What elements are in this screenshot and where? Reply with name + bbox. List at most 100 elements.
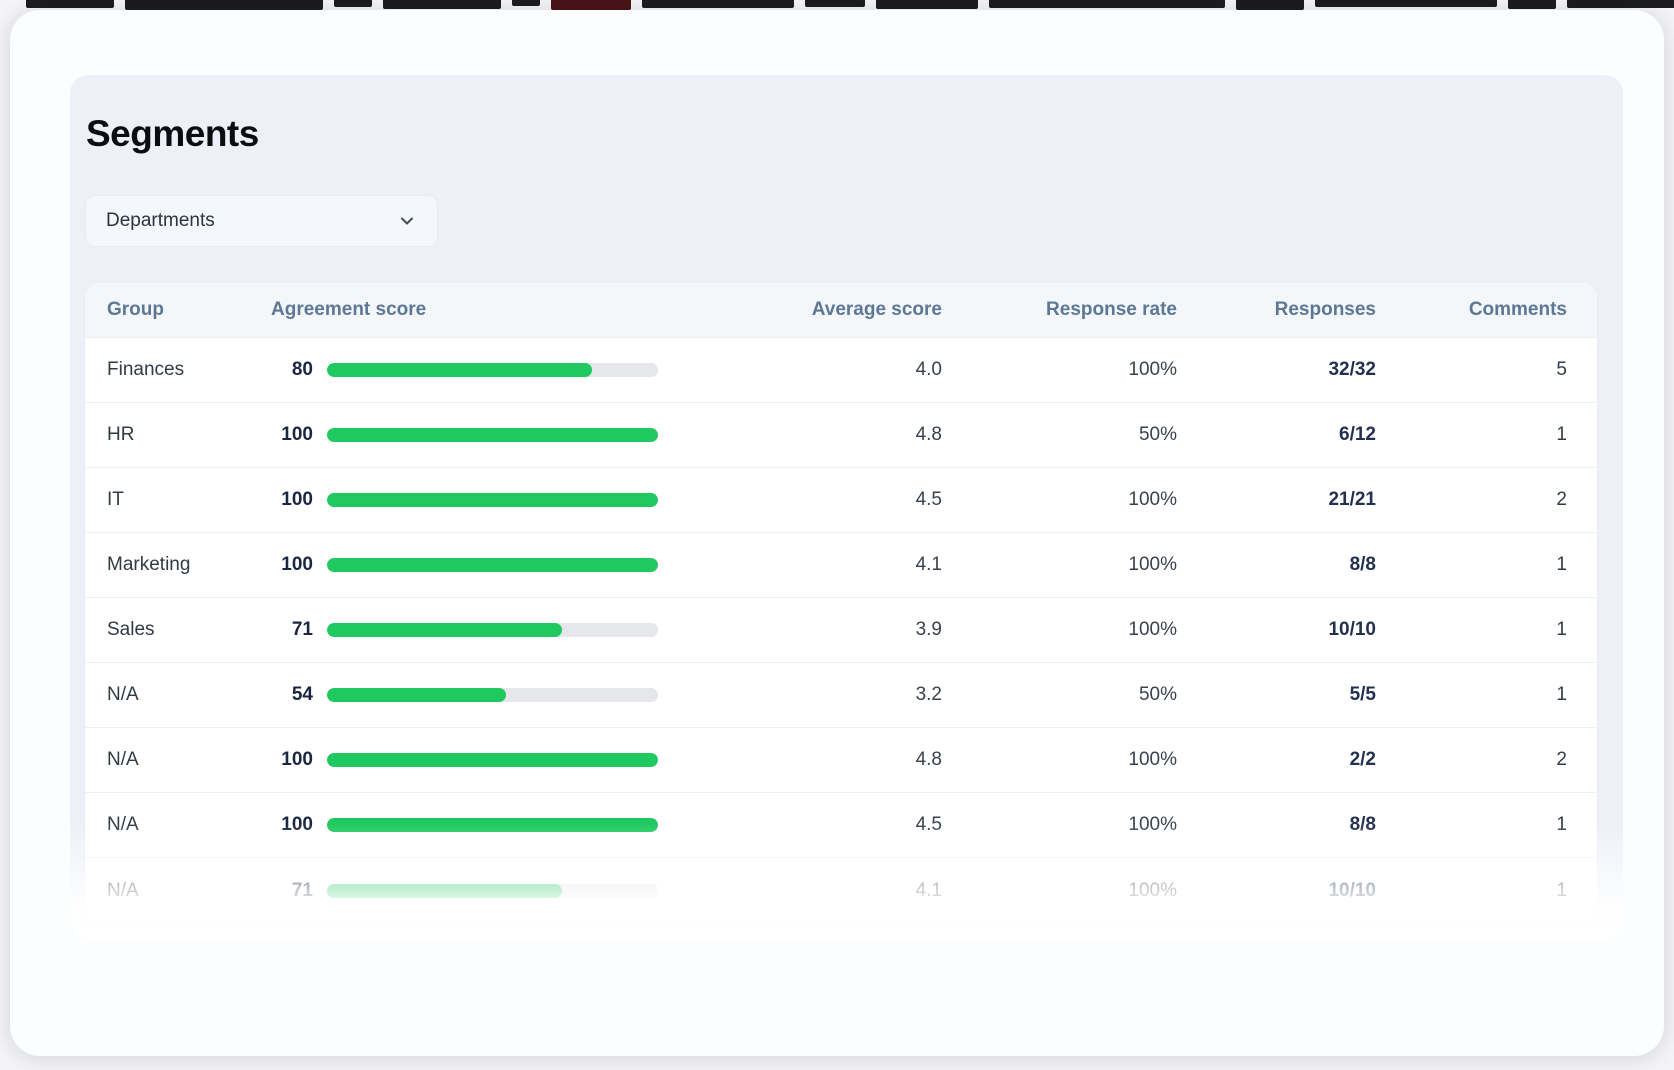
table-row[interactable]: HR 100 4.8 50% 6/12 1 — [85, 403, 1597, 468]
group-cell: Sales — [107, 619, 155, 640]
average-score-cell: 4.1 — [915, 879, 942, 901]
group-cell: N/A — [107, 879, 139, 901]
responses-cell: 32/32 — [1328, 359, 1376, 380]
agreement-score-bar-track — [327, 818, 658, 832]
responses-cell: 10/10 — [1328, 879, 1376, 901]
comments-cell: 1 — [1556, 814, 1567, 835]
response-rate-cell: 100% — [1128, 359, 1177, 380]
segment-type-dropdown[interactable]: Departments — [85, 195, 438, 247]
agreement-score-bar-fill — [327, 688, 506, 702]
agreement-score-value: 71 — [291, 619, 313, 640]
agreement-score-value: 71 — [291, 879, 313, 901]
responses-cell: 8/8 — [1349, 554, 1376, 575]
group-cell: Finances — [107, 359, 185, 380]
agreement-score-value: 100 — [281, 424, 313, 445]
agreement-score-bar-track — [327, 363, 658, 377]
responses-cell: 6/12 — [1339, 424, 1376, 445]
agreement-score-bar-track — [327, 623, 658, 637]
average-score-cell: 4.1 — [915, 554, 942, 575]
agreement-score-value: 100 — [281, 554, 313, 575]
group-cell: Marketing — [107, 554, 191, 575]
column-header-group: Group — [107, 299, 164, 320]
agreement-score-bar-track — [327, 753, 658, 767]
column-header-agreement-score: Agreement score — [271, 299, 427, 320]
agreement-score-bar-track — [327, 688, 658, 702]
agreement-score-bar — [317, 818, 667, 832]
agreement-score-bar-fill — [327, 558, 658, 572]
average-score-cell: 4.5 — [915, 489, 942, 510]
group-cell: N/A — [107, 814, 139, 835]
agreement-score-bar-track — [327, 558, 658, 572]
agreement-score-bar — [317, 558, 667, 572]
segments-panel: Segments Departments Group Agreement sco… — [70, 75, 1623, 939]
response-rate-cell: 100% — [1128, 749, 1177, 770]
average-score-cell: 4.5 — [915, 814, 942, 835]
average-score-cell: 4.8 — [915, 749, 942, 770]
responses-cell: 10/10 — [1328, 619, 1376, 640]
responses-cell: 5/5 — [1349, 684, 1376, 705]
agreement-score-bar-fill — [327, 493, 658, 507]
column-header-comments: Comments — [1468, 299, 1567, 320]
comments-cell: 1 — [1556, 619, 1567, 640]
response-rate-cell: 100% — [1128, 554, 1177, 575]
table-row[interactable]: Marketing 100 4.1 100% 8/8 1 — [85, 533, 1597, 598]
comments-cell: 2 — [1556, 489, 1567, 510]
average-score-cell: 3.9 — [915, 619, 942, 640]
agreement-score-bar-fill — [327, 883, 562, 898]
response-rate-cell: 50% — [1138, 424, 1177, 445]
segments-table: Group Agreement score Average score Resp… — [85, 283, 1597, 923]
average-score-cell: 4.8 — [915, 424, 942, 445]
response-rate-cell: 100% — [1128, 619, 1177, 640]
agreement-score-bar-fill — [327, 623, 562, 637]
agreement-score-value: 80 — [291, 359, 313, 380]
agreement-score-value: 100 — [281, 489, 313, 510]
agreement-score-bar-track — [327, 883, 658, 898]
app-window: Segments Departments Group Agreement sco… — [10, 10, 1664, 1056]
agreement-score-bar-fill — [327, 428, 658, 442]
agreement-score-bar — [317, 363, 667, 377]
comments-cell: 1 — [1556, 879, 1567, 901]
group-cell: N/A — [107, 749, 139, 770]
agreement-score-value: 54 — [291, 684, 313, 705]
agreement-score-bar — [317, 623, 667, 637]
agreement-score-bar — [317, 688, 667, 702]
agreement-score-bar — [317, 428, 667, 442]
agreement-score-value: 100 — [281, 749, 313, 770]
table-row[interactable]: IT 100 4.5 100% 21/21 2 — [85, 468, 1597, 533]
average-score-cell: 4.0 — [915, 359, 942, 380]
comments-cell: 5 — [1556, 359, 1567, 380]
table-body: Finances 80 4.0 100% 32/32 5 HR 100 4.8 … — [85, 338, 1597, 923]
table-row[interactable]: N/A 100 4.8 100% 2/2 2 — [85, 728, 1597, 793]
agreement-score-bar-fill — [327, 753, 658, 767]
table-row[interactable]: Sales 71 3.9 100% 10/10 1 — [85, 598, 1597, 663]
page-title: Segments — [86, 113, 259, 154]
comments-cell: 1 — [1556, 684, 1567, 705]
agreement-score-bar-fill — [327, 363, 592, 377]
responses-cell: 2/2 — [1349, 749, 1376, 770]
column-header-responses: Responses — [1274, 299, 1376, 320]
chevron-down-icon — [397, 211, 417, 231]
response-rate-cell: 100% — [1128, 879, 1177, 901]
response-rate-cell: 100% — [1128, 489, 1177, 510]
background-page-fragments — [0, 0, 1674, 12]
group-cell: IT — [107, 489, 124, 510]
group-cell: N/A — [107, 684, 139, 705]
table-row[interactable]: N/A 54 3.2 50% 5/5 1 — [85, 663, 1597, 728]
column-header-average-score: Average score — [811, 299, 942, 320]
agreement-score-bar-track — [327, 428, 658, 442]
average-score-cell: 3.2 — [915, 684, 942, 705]
comments-cell: 1 — [1556, 554, 1567, 575]
responses-cell: 8/8 — [1349, 814, 1376, 835]
column-header-response-rate: Response rate — [1046, 299, 1177, 320]
table-header-row: Group Agreement score Average score Resp… — [85, 283, 1597, 338]
table-row[interactable]: N/A 100 4.5 100% 8/8 1 — [85, 793, 1597, 858]
comments-cell: 2 — [1556, 749, 1567, 770]
agreement-score-bar — [317, 883, 667, 898]
agreement-score-bar — [317, 753, 667, 767]
table-row[interactable]: Finances 80 4.0 100% 32/32 5 — [85, 338, 1597, 403]
comments-cell: 1 — [1556, 424, 1567, 445]
responses-cell: 21/21 — [1328, 489, 1376, 510]
table-row[interactable]: N/A 71 4.1 100% 10/10 1 — [85, 858, 1597, 923]
group-cell: HR — [107, 424, 135, 445]
agreement-score-value: 100 — [281, 814, 313, 835]
